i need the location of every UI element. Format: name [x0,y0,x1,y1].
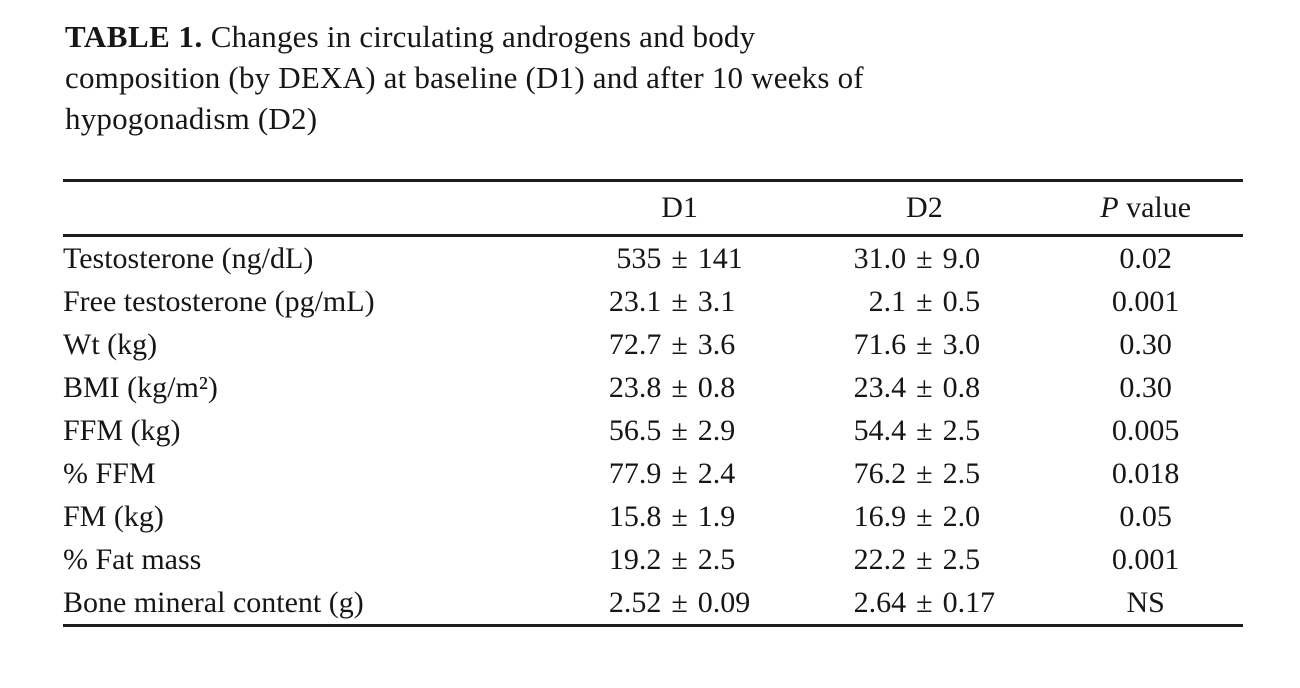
p-italic: P [1100,191,1119,224]
d2-value: 2.64 ±0.17 [853,585,996,619]
table-row: % Fat mass 19.2 ±2.5 22.2 ±2.5 0.001 [63,538,1243,581]
table-row: Bone mineral content (g) 2.52 ±0.09 2.64 ±… [63,581,1243,626]
d1-value: 23.1 ±3.1 [608,284,736,318]
col-header-d1: D1 [558,180,801,237]
d2-value: 23.4 ±0.8 [853,370,981,404]
d2-value: 2.1 ±0.5 [868,284,981,318]
table-row: FM (kg) 15.8 ±1.9 16.9 ±2.0 0.05 [63,495,1243,538]
plus-minus-sign: ± [916,413,933,447]
d1-value: 535 ±141 [616,241,743,275]
plus-minus-sign: ± [671,241,688,275]
title-text-1: Changes in circulating androgens and bod… [210,19,756,54]
plus-minus-sign: ± [671,284,688,318]
plus-minus-sign: ± [671,542,688,576]
col-header-d2: D2 [800,180,1049,237]
plus-minus-sign: ± [671,370,688,404]
row-label: Wt (kg) [63,327,158,361]
plus-minus-sign: ± [671,327,688,361]
plus-minus-sign: ± [916,284,933,318]
p-value: 0.001 [1111,542,1180,576]
row-label: FFM (kg) [63,413,181,447]
table-row: Wt (kg) 72.7 ±3.6 71.6 ±3.0 0.30 [63,323,1243,366]
d1-value: 56.5 ±2.9 [608,413,736,447]
title-line-3: hypogonadism (D2) [65,101,318,136]
row-label: Testosterone (ng/dL) [63,241,314,275]
d2-value: 31.0 ±9.0 [853,241,981,275]
d1-value: 72.7 ±3.6 [608,327,736,361]
row-label: BMI (kg/m²) [63,370,218,404]
row-label: % FFM [63,456,156,490]
table-row: Free testosterone (pg/mL) 23.1 ±3.1 2.1 ±0… [63,280,1243,323]
d2-value: 16.9 ±2.0 [853,499,981,533]
data-table: D1 D2 P value Testosterone (ng/dL) 535 ±1… [63,179,1243,627]
row-label: % Fat mass [63,542,202,576]
p-value: 0.018 [1111,456,1180,490]
d1-value: 23.8 ±0.8 [608,370,736,404]
p-value: 0.30 [1119,370,1172,404]
d2-value: 54.4 ±2.5 [853,413,981,447]
header-row: D1 D2 P value [63,180,1243,237]
p-value: 0.05 [1119,499,1172,533]
d1-value: 2.52 ±0.09 [608,585,751,619]
plus-minus-sign: ± [671,456,688,490]
row-label: Free testosterone (pg/mL) [63,284,375,318]
plus-minus-sign: ± [916,327,933,361]
plus-minus-sign: ± [671,413,688,447]
d2-value: 22.2 ±2.5 [853,542,981,576]
p-value: 0.001 [1111,284,1180,318]
title-line-1: TABLE 1. Changes in circulating androgen… [65,16,1185,57]
plus-minus-sign: ± [916,585,933,619]
title-line-2: composition (by DEXA) at baseline (D1) a… [65,60,864,95]
table-row: % FFM 77.9 ±2.4 76.2 ±2.5 0.018 [63,452,1243,495]
plus-minus-sign: ± [916,241,933,275]
row-label: FM (kg) [63,499,164,533]
plus-minus-sign: ± [916,499,933,533]
plus-minus-sign: ± [916,456,933,490]
d1-value: 19.2 ±2.5 [608,542,736,576]
d1-value: 77.9 ±2.4 [608,456,736,490]
p-rest: value [1126,191,1192,224]
d1-value: 15.8 ±1.9 [608,499,736,533]
plus-minus-sign: ± [916,542,933,576]
table-row: Testosterone (ng/dL) 535 ±141 31.0 ±9.0 0.… [63,236,1243,281]
table-title: TABLE 1. Changes in circulating androgen… [65,16,1185,139]
p-value: NS [1126,585,1165,619]
plus-minus-sign: ± [671,499,688,533]
p-value: 0.005 [1111,413,1180,447]
col-header-p-value: P value [1048,180,1243,237]
row-label: Bone mineral content (g) [63,585,364,619]
table-row: FFM (kg) 56.5 ±2.9 54.4 ±2.5 0.005 [63,409,1243,452]
d2-value: 71.6 ±3.0 [853,327,981,361]
plus-minus-sign: ± [671,585,688,619]
table-row: BMI (kg/m²) 23.8 ±0.8 23.4 ±0.8 0.30 [63,366,1243,409]
p-value: 0.02 [1119,241,1172,275]
plus-minus-sign: ± [916,370,933,404]
d2-value: 76.2 ±2.5 [853,456,981,490]
col-header-blank [63,180,559,237]
p-value: 0.30 [1119,327,1172,361]
table-number-label: TABLE 1. [65,19,203,54]
